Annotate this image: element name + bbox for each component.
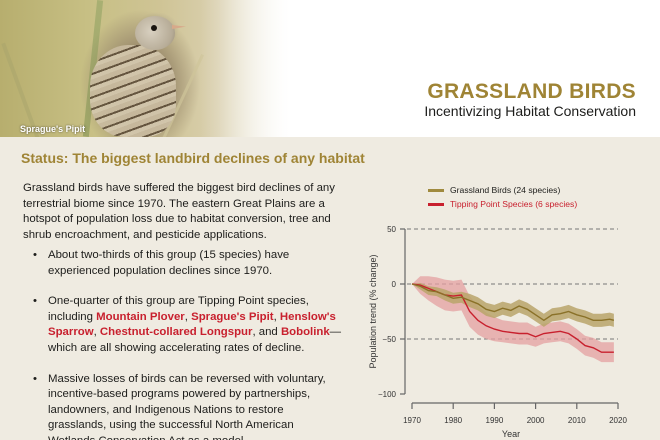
bird-beak-shape <box>172 25 186 29</box>
y-tick-label: −50 <box>382 335 396 344</box>
x-tick-label: 2000 <box>527 416 545 425</box>
bird-eye-shape <box>151 25 157 31</box>
legend-label: Tipping Point Species (6 species) <box>450 199 578 209</box>
separator: , <box>93 326 100 339</box>
bullet-text: —which are all showing accelerating rate… <box>48 326 342 354</box>
species-chestnut-collared-longspur: Chestnut-collared Longspur <box>99 326 253 339</box>
x-axis-label: Year <box>502 429 520 439</box>
x-tick-label: 2020 <box>609 416 627 425</box>
x-tick-label: 1980 <box>444 416 462 425</box>
grassland-birds-line <box>411 283 615 322</box>
species-mountain-plover: Mountain Plover <box>96 310 185 323</box>
species-henslows-sparrow: Henslow's Sparrow <box>48 310 336 339</box>
y-axis-label: Population trend (% change) <box>368 254 378 368</box>
bullet-item: About two-thirds of this group (15 speci… <box>33 248 343 279</box>
confidence-band <box>412 276 614 363</box>
photo-fade <box>200 0 310 137</box>
confidence-band <box>412 282 614 327</box>
y-tick-label: 0 <box>392 280 397 289</box>
legend-label: Grassland Birds (24 species) <box>450 185 561 195</box>
x-tick-label: 1990 <box>486 416 504 425</box>
bullet-list: About two-thirds of this group (15 speci… <box>33 248 343 440</box>
species-spragues-pipit: Sprague's Pipit <box>191 310 274 323</box>
species-bobolink: Bobolink <box>280 326 330 339</box>
bird-head-shape <box>135 16 175 50</box>
bullet-text: One-quarter of this group are Tipping Po… <box>48 295 309 323</box>
x-tick-label: 1970 <box>403 416 421 425</box>
chart-legend: Grassland Birds (24 species) Tipping Poi… <box>428 183 577 211</box>
x-tick-label: 2010 <box>568 416 586 425</box>
intro-paragraph: Grassland birds have suffered the bigges… <box>23 182 335 241</box>
photo-caption: Sprague's Pipit <box>20 124 86 134</box>
bullet-item: Massive losses of birds can be reversed … <box>33 372 343 440</box>
header-banner: Sprague's Pipit GRASSLAND BIRDS Incentiv… <box>0 0 660 137</box>
separator: , <box>273 310 280 323</box>
page-subtitle: Incentivizing Habitat Conservation <box>424 103 636 119</box>
separator: , and <box>252 326 281 339</box>
y-tick-label: 50 <box>387 225 396 234</box>
grass-decoration <box>1 42 43 137</box>
page-title: GRASSLAND BIRDS <box>427 80 636 103</box>
legend-item-grassland: Grassland Birds (24 species) <box>428 183 577 197</box>
legend-swatch-gold <box>428 188 444 192</box>
y-tick-label: −100 <box>378 390 397 399</box>
tipping-point-line <box>411 283 614 353</box>
legend-item-tipping-point: Tipping Point Species (6 species) <box>428 197 577 211</box>
status-heading: Status: The biggest landbird declines of… <box>21 150 365 166</box>
legend-swatch-red <box>428 202 444 206</box>
separator: , <box>184 310 192 323</box>
bird-body-shape <box>90 45 176 137</box>
bullet-item: One-quarter of this group are Tipping Po… <box>33 294 343 356</box>
